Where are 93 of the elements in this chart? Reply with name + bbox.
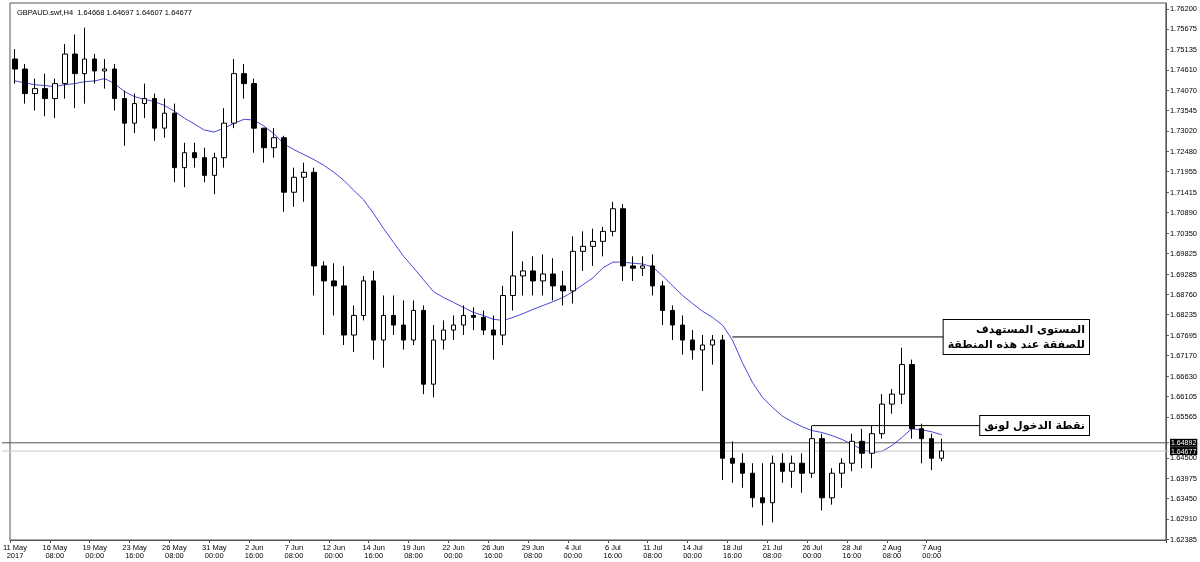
candlestick	[471, 306, 476, 331]
candlestick	[491, 314, 496, 361]
candlestick	[431, 324, 436, 398]
candlestick	[12, 48, 18, 85]
candlestick	[720, 334, 725, 481]
candlestick	[421, 304, 426, 395]
candlestick	[381, 294, 386, 369]
candlestick	[839, 457, 845, 489]
candlestick	[261, 127, 267, 164]
candlestick	[849, 433, 855, 472]
candlestick	[829, 467, 835, 506]
candlestick	[411, 299, 416, 346]
candlestick	[371, 270, 376, 361]
candlestick	[540, 253, 546, 296]
candlestick	[331, 262, 337, 316]
candlestick	[740, 452, 745, 489]
candlestick	[690, 329, 695, 361]
candlestick	[760, 462, 765, 526]
candlestick	[221, 107, 227, 169]
candlestick	[560, 270, 566, 306]
candlestick	[590, 228, 596, 267]
candlestick	[461, 304, 466, 336]
candlestick	[32, 78, 38, 111]
candlestick	[899, 347, 905, 405]
candlestick	[251, 78, 257, 154]
candlestick	[22, 63, 28, 105]
candlestick	[82, 27, 87, 105]
candlestick	[391, 294, 396, 336]
candlestick	[929, 433, 934, 471]
candlestick	[650, 253, 655, 296]
candlestick	[580, 230, 586, 272]
candlestick	[799, 452, 805, 494]
candlestick	[52, 78, 58, 119]
candlestick	[630, 255, 636, 282]
candlestick	[530, 255, 536, 296]
candlestick	[730, 440, 735, 484]
candlestick	[670, 304, 675, 341]
candlestick	[680, 314, 685, 356]
candlestick	[42, 73, 48, 117]
candlestick	[182, 142, 187, 188]
candlestick	[152, 93, 157, 142]
candlestick	[481, 309, 486, 336]
candlestick	[500, 285, 506, 346]
candlestick	[241, 63, 247, 100]
candlestick	[770, 455, 775, 523]
candlestick	[510, 230, 516, 311]
candlestick	[660, 280, 665, 326]
candlestick	[122, 90, 127, 147]
candlestick	[789, 455, 795, 489]
candlestick	[231, 58, 237, 129]
candlestick	[361, 275, 366, 321]
candlestick	[142, 83, 147, 119]
candlestick	[202, 147, 207, 183]
candlestick	[451, 314, 456, 341]
candlestick	[92, 53, 97, 85]
candlestick	[610, 201, 616, 237]
candlestick	[550, 257, 556, 301]
candlestick	[750, 462, 755, 508]
candlestick	[780, 452, 785, 484]
candlestick	[72, 33, 78, 109]
candlestick	[819, 433, 825, 511]
candlestick	[351, 304, 357, 353]
candlestick	[570, 235, 576, 305]
candlestick	[600, 226, 606, 257]
candlestick	[401, 299, 406, 351]
candlestick	[132, 93, 137, 134]
candlestick	[520, 260, 526, 296]
candlestick	[640, 255, 645, 277]
candlestick	[889, 388, 895, 415]
candlestick	[172, 103, 177, 183]
line-series	[14, 78, 943, 453]
candlestick	[859, 428, 865, 469]
annotation: المستوى المستهدف للصفقة عند هذه المنطقة	[947, 322, 1085, 351]
candlestick	[102, 58, 107, 90]
candlestick	[341, 265, 347, 346]
candlestick	[301, 162, 307, 203]
candlestick	[162, 98, 167, 139]
candlestick	[212, 152, 217, 195]
candlestick	[291, 167, 297, 208]
annotation: نقطة الدخول لونق	[984, 419, 1085, 433]
candlestick	[620, 203, 626, 282]
candlestick	[311, 167, 317, 296]
candlestick	[700, 334, 705, 392]
candlestick	[441, 319, 446, 351]
candlestick	[281, 135, 287, 213]
candlestick	[939, 438, 944, 462]
candlestick	[710, 334, 715, 366]
candlestick	[321, 260, 327, 336]
candlestick	[192, 142, 197, 169]
candlestick	[112, 63, 117, 111]
candlestick	[62, 43, 68, 100]
candlestick	[271, 127, 277, 159]
candlestick	[809, 425, 815, 479]
